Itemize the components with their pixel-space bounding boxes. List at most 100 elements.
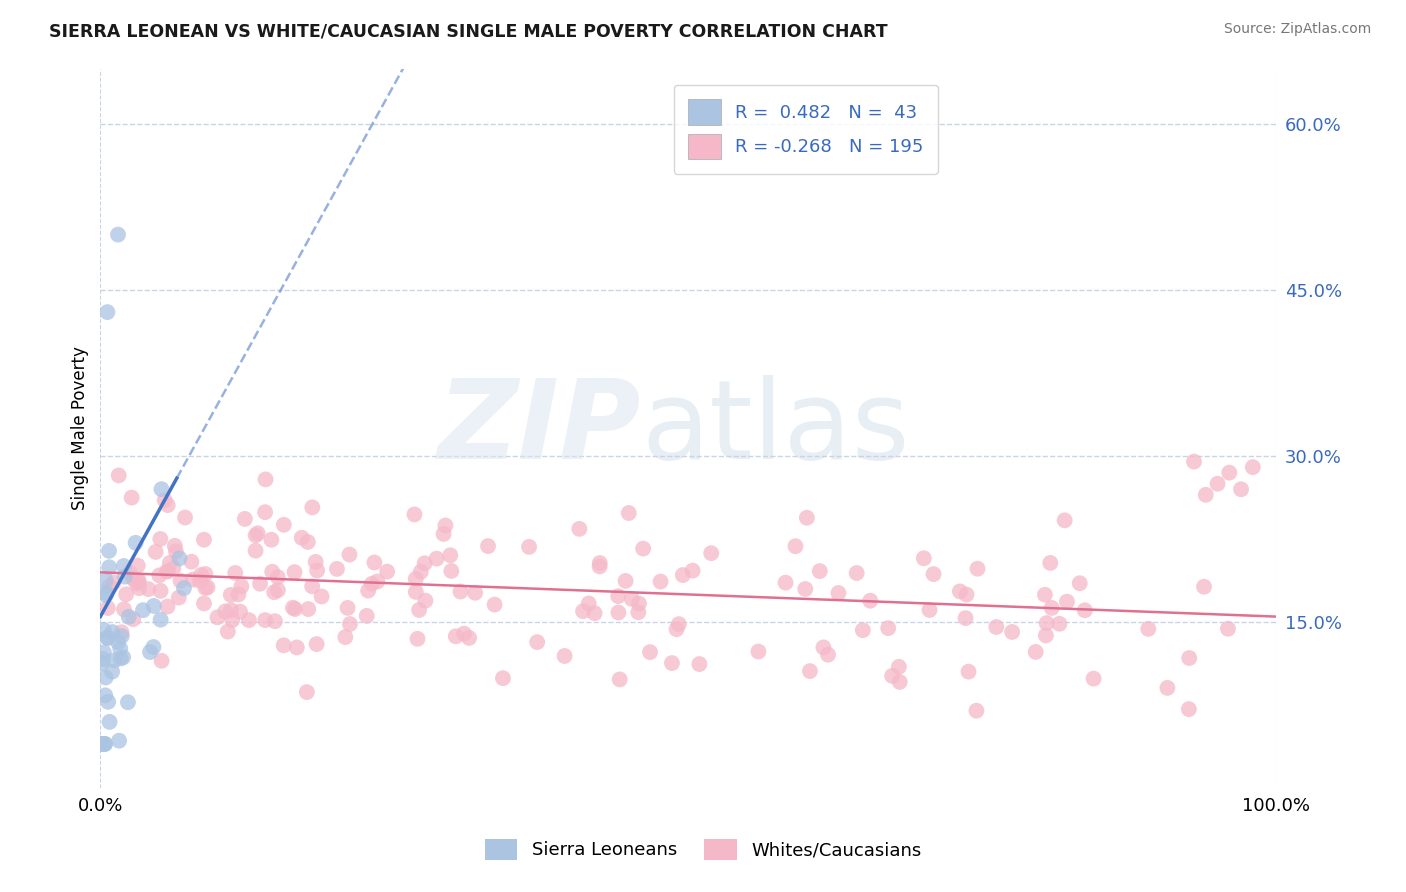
Point xyxy=(366,574,388,589)
Point xyxy=(150,654,173,668)
Point xyxy=(91,652,114,666)
Point xyxy=(148,568,170,582)
Point xyxy=(101,665,124,679)
Point xyxy=(852,623,875,637)
Point xyxy=(145,545,167,559)
Point xyxy=(912,551,935,566)
Point xyxy=(90,657,112,671)
Point xyxy=(260,533,283,547)
Point xyxy=(1039,556,1062,570)
Point xyxy=(614,574,637,588)
Point xyxy=(107,227,129,242)
Point xyxy=(405,585,427,599)
Point xyxy=(631,541,654,556)
Point xyxy=(262,565,284,579)
Point xyxy=(94,574,117,588)
Point xyxy=(231,579,253,593)
Point xyxy=(339,617,361,632)
Point xyxy=(228,587,250,601)
Point xyxy=(128,574,150,588)
Point xyxy=(517,540,540,554)
Point xyxy=(877,621,900,635)
Point xyxy=(1056,594,1078,608)
Point xyxy=(444,629,467,643)
Point xyxy=(142,599,165,613)
Point xyxy=(224,566,246,580)
Point xyxy=(627,597,650,611)
Point xyxy=(121,491,143,505)
Text: ZIP: ZIP xyxy=(437,375,641,482)
Point xyxy=(1178,651,1201,665)
Point xyxy=(434,518,457,533)
Point xyxy=(98,544,121,558)
Point xyxy=(607,606,630,620)
Point xyxy=(882,669,904,683)
Point xyxy=(98,560,121,574)
Point xyxy=(588,559,610,574)
Point xyxy=(484,598,506,612)
Point xyxy=(357,583,380,598)
Point xyxy=(808,564,831,578)
Point xyxy=(156,498,179,512)
Point xyxy=(194,566,217,581)
Point xyxy=(181,573,204,587)
Point xyxy=(949,584,972,599)
Point xyxy=(583,606,606,620)
Point xyxy=(1040,601,1063,615)
Point xyxy=(107,635,129,649)
Y-axis label: Single Male Poverty: Single Male Poverty xyxy=(72,346,89,510)
Point xyxy=(1074,603,1097,617)
Point xyxy=(1001,624,1024,639)
Point xyxy=(118,609,141,624)
Point xyxy=(1195,488,1218,502)
Point xyxy=(188,574,211,588)
Point xyxy=(650,574,672,589)
Point xyxy=(167,591,190,605)
Point xyxy=(156,565,179,579)
Point xyxy=(845,566,868,580)
Point xyxy=(464,586,486,600)
Point xyxy=(301,579,323,593)
Point xyxy=(957,665,980,679)
Point xyxy=(609,673,631,687)
Point xyxy=(568,522,591,536)
Point xyxy=(112,559,135,574)
Point xyxy=(103,575,125,590)
Point xyxy=(112,602,135,616)
Point xyxy=(139,645,162,659)
Point xyxy=(94,689,117,703)
Point xyxy=(150,482,173,496)
Point xyxy=(785,539,807,553)
Point xyxy=(124,536,146,550)
Point xyxy=(617,506,640,520)
Point xyxy=(307,564,329,578)
Point xyxy=(93,737,115,751)
Point xyxy=(157,564,180,578)
Point xyxy=(122,612,145,626)
Point xyxy=(335,630,357,644)
Point xyxy=(125,576,148,591)
Point xyxy=(432,527,454,541)
Point xyxy=(110,651,132,665)
Point xyxy=(114,570,136,584)
Point xyxy=(775,575,797,590)
Point xyxy=(700,546,723,560)
Point xyxy=(305,637,328,651)
Point xyxy=(91,737,114,751)
Point xyxy=(1137,622,1160,636)
Point xyxy=(794,582,817,596)
Point xyxy=(1182,454,1205,468)
Point xyxy=(120,566,142,581)
Point xyxy=(477,539,499,553)
Point xyxy=(149,613,172,627)
Point xyxy=(859,593,882,607)
Point xyxy=(620,591,643,606)
Point xyxy=(1035,628,1057,642)
Point xyxy=(122,571,145,585)
Point xyxy=(688,657,710,671)
Point xyxy=(1053,513,1076,527)
Point xyxy=(440,564,463,578)
Point xyxy=(169,551,191,566)
Point xyxy=(1206,476,1229,491)
Point xyxy=(360,577,382,591)
